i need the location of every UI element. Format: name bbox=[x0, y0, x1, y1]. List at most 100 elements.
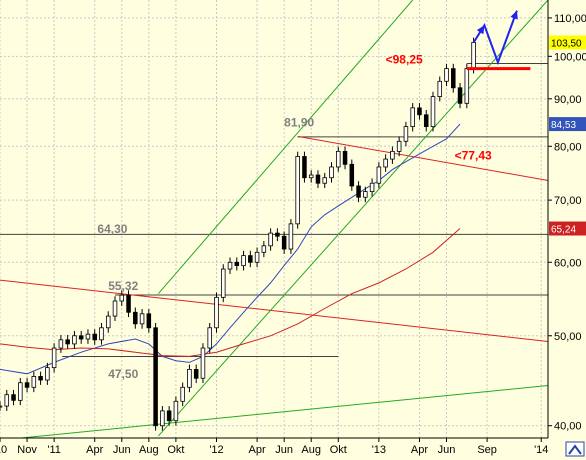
x-tick-label: '12 bbox=[209, 444, 223, 456]
candle-body bbox=[160, 410, 165, 427]
candle-body bbox=[227, 261, 233, 270]
y-tick-label: 110,00 bbox=[554, 13, 586, 25]
candle-body bbox=[166, 410, 172, 422]
candle-body bbox=[288, 223, 294, 250]
trend-lines bbox=[0, 0, 549, 441]
chart-logo bbox=[565, 441, 585, 457]
candle-body bbox=[423, 114, 429, 128]
candle-body bbox=[410, 107, 415, 128]
x-tick-label: Aug bbox=[139, 444, 159, 456]
candle-body bbox=[180, 386, 185, 402]
y-tick-label: 60,00 bbox=[554, 257, 582, 269]
x-tick-label: Nov bbox=[17, 444, 37, 456]
x-tick-label: '14 bbox=[534, 444, 548, 456]
candle-body bbox=[153, 327, 158, 427]
x-tick-label: Jun bbox=[438, 444, 456, 456]
price-badge bbox=[549, 35, 586, 50]
price-badge bbox=[549, 221, 586, 236]
price-badge-label: 84,53 bbox=[551, 120, 576, 131]
candle-body bbox=[200, 347, 206, 379]
x-tick-label: Apr bbox=[411, 444, 428, 456]
projection-path bbox=[472, 10, 518, 66]
y-tick-label: 40,00 bbox=[554, 421, 582, 433]
moving-averages bbox=[0, 123, 461, 375]
trend-line bbox=[0, 384, 549, 441]
candle-body bbox=[430, 96, 436, 128]
y-axis: 110,00 100,00 90,00 80,00 70,00 60,00 50,00 40,… bbox=[548, 13, 586, 433]
candle-body bbox=[85, 333, 91, 340]
annotation-label: 55,32 bbox=[108, 279, 138, 293]
candle-body bbox=[376, 166, 382, 184]
x-tick-label: Okt bbox=[167, 444, 184, 456]
candle-body bbox=[336, 150, 341, 168]
chart-annotations: <98,25 <77,43 81,90 64,30 55,32 47,50 bbox=[97, 52, 492, 381]
candle-body bbox=[254, 251, 260, 263]
candle-body bbox=[369, 182, 375, 192]
candle-body bbox=[356, 185, 361, 198]
candle-body bbox=[241, 255, 246, 267]
candle-body bbox=[234, 261, 240, 267]
moving-average-line bbox=[0, 228, 461, 357]
y-tick-label: 80,00 bbox=[554, 141, 582, 153]
candle-body bbox=[11, 394, 16, 401]
candle-body bbox=[72, 335, 77, 345]
y-tick-label: 70,00 bbox=[554, 195, 582, 207]
horizontal-levels bbox=[0, 62, 548, 357]
candle-body bbox=[349, 163, 355, 187]
candle-body bbox=[112, 300, 118, 317]
price-badge-label: 65,24 bbox=[551, 225, 576, 236]
candle-body bbox=[322, 177, 328, 184]
projection-arrowhead-final bbox=[510, 10, 518, 20]
candle-body bbox=[51, 347, 57, 369]
candle-body bbox=[18, 382, 23, 401]
candle-body bbox=[92, 333, 97, 341]
candle-body bbox=[268, 232, 273, 247]
candle-body bbox=[444, 68, 449, 82]
trend-line bbox=[157, 0, 549, 437]
x-tick-label: '13 bbox=[372, 444, 386, 456]
candle-body bbox=[24, 382, 30, 388]
candle-body bbox=[315, 174, 321, 184]
candle-body bbox=[105, 315, 111, 329]
candle-body bbox=[214, 296, 219, 329]
candle-body bbox=[281, 235, 287, 250]
candle-body bbox=[471, 42, 476, 70]
candle-body bbox=[457, 87, 463, 104]
candle-body bbox=[329, 166, 334, 179]
candle-body bbox=[4, 394, 10, 407]
candle-body bbox=[187, 368, 192, 388]
trend-line bbox=[0, 279, 549, 342]
candle-body bbox=[146, 313, 152, 329]
candle-body bbox=[173, 400, 179, 422]
projection-arrowhead-up bbox=[476, 25, 485, 35]
candle-body bbox=[193, 368, 199, 379]
grid-lines bbox=[0, 0, 548, 438]
trend-line bbox=[157, 0, 414, 295]
y-tick-label: 50,00 bbox=[554, 331, 582, 343]
price-badges: 103,50 84,53 65,24 bbox=[549, 35, 586, 236]
annotation-label: <77,43 bbox=[455, 148, 492, 162]
candle-body bbox=[390, 150, 395, 160]
candle-body bbox=[139, 313, 145, 325]
candle-body bbox=[308, 174, 314, 179]
x-tick-label: '11 bbox=[47, 444, 61, 456]
candle-body bbox=[78, 335, 84, 340]
moving-average-line bbox=[0, 123, 461, 375]
candle-body bbox=[417, 107, 422, 116]
x-tick-label: Jun bbox=[275, 444, 293, 456]
candle-body bbox=[396, 140, 402, 152]
x-axis-background bbox=[0, 438, 586, 460]
price-badge bbox=[549, 117, 586, 132]
annotation-label: 81,90 bbox=[284, 116, 314, 130]
candle-body bbox=[58, 339, 64, 349]
trend-line bbox=[297, 135, 549, 181]
projection-group bbox=[466, 10, 531, 71]
candle-body bbox=[302, 156, 307, 179]
candle-body bbox=[261, 245, 267, 253]
candle-body bbox=[464, 68, 470, 104]
candle-body bbox=[99, 327, 104, 341]
candle-body bbox=[342, 150, 348, 165]
annotation-label: 64,30 bbox=[97, 222, 127, 236]
price-candles bbox=[0, 37, 476, 431]
